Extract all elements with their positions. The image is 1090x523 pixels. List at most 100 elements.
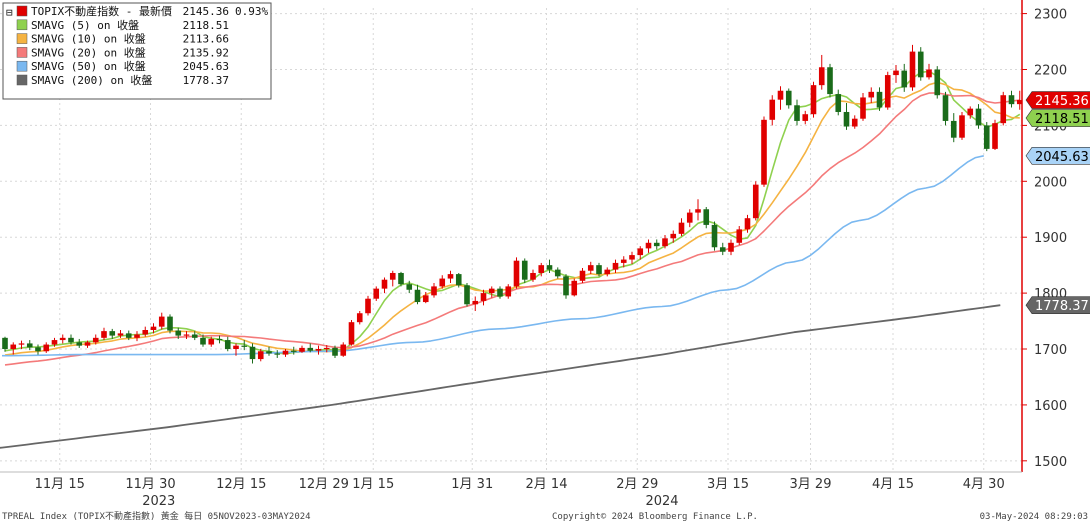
candle-body bbox=[975, 108, 982, 126]
sma-line-10 bbox=[4, 81, 1020, 356]
candle-body bbox=[719, 247, 726, 252]
candle-body bbox=[983, 125, 990, 149]
x-tick-label: 4月 15 bbox=[872, 477, 914, 492]
x-tick-label: 3月 15 bbox=[707, 477, 749, 492]
candle-body bbox=[587, 265, 594, 271]
legend-label: SMAVG (200) on 收盤 bbox=[31, 73, 152, 87]
legend-swatch bbox=[16, 19, 28, 31]
y-tick-label: 1600 bbox=[1034, 399, 1067, 414]
legend-label: SMAVG (5) on 收盤 bbox=[31, 18, 139, 32]
candle-body bbox=[835, 94, 842, 112]
candle-body bbox=[645, 242, 652, 249]
candle-body bbox=[761, 119, 767, 185]
candle-body bbox=[678, 222, 685, 234]
candle-body bbox=[967, 108, 974, 116]
candle-body bbox=[629, 255, 635, 260]
candle-body bbox=[917, 51, 924, 78]
candle-body bbox=[728, 242, 734, 252]
footer-right: 03-May-2024 08:29:03 bbox=[980, 512, 1088, 522]
legend[interactable]: ⊟ TOPIX不動産指数 - 最新價 2145.36 0.93% SMAVG (5) o… bbox=[2, 2, 272, 100]
candle-body bbox=[109, 331, 116, 336]
y-tick-label: 2300 bbox=[1034, 8, 1067, 23]
candle-body bbox=[538, 265, 545, 273]
candle-body bbox=[290, 350, 297, 352]
candle-body bbox=[769, 99, 776, 120]
candle-body bbox=[513, 260, 520, 287]
candle-body bbox=[175, 330, 182, 336]
candle-body bbox=[299, 347, 305, 352]
candle-body bbox=[1016, 100, 1022, 105]
candle-body bbox=[398, 272, 404, 285]
x-tick-label: 3月 29 bbox=[790, 477, 832, 492]
candle-body bbox=[992, 123, 998, 149]
candle-body bbox=[464, 285, 470, 305]
candle-body bbox=[356, 313, 363, 323]
candle-body bbox=[183, 334, 190, 336]
candle-body bbox=[752, 184, 759, 219]
candle-body bbox=[84, 342, 91, 346]
candle-body bbox=[35, 347, 41, 352]
legend-value: 2145.36 bbox=[183, 5, 229, 18]
candle-body bbox=[208, 338, 215, 345]
legend-value: 2045.63 bbox=[183, 60, 229, 73]
candle-body bbox=[422, 295, 429, 303]
y-tick-label: 2200 bbox=[1034, 63, 1067, 78]
candle-body bbox=[785, 90, 792, 106]
candle-body bbox=[653, 242, 660, 247]
candle-body bbox=[10, 344, 17, 350]
candle-body bbox=[554, 269, 561, 277]
collapse-icon[interactable]: ⊟ bbox=[6, 6, 13, 19]
price-tag bbox=[1025, 146, 1090, 165]
x-tick-label: 11月 30 bbox=[125, 477, 175, 492]
candle-body bbox=[934, 69, 941, 96]
price-tag-label: 2145.36 bbox=[1035, 94, 1089, 109]
candle-body bbox=[802, 114, 809, 121]
price-tag-label: 1778.37 bbox=[1035, 299, 1089, 314]
candle-body bbox=[389, 272, 396, 280]
price-tag bbox=[1025, 109, 1090, 127]
legend-label: SMAVG (10) on 收盤 bbox=[31, 32, 146, 46]
candle-body bbox=[744, 218, 751, 230]
candle-body bbox=[274, 353, 281, 355]
x-tick-label: 12月 29 bbox=[299, 477, 349, 492]
candle-body bbox=[455, 274, 462, 286]
candle-body bbox=[736, 229, 743, 243]
candle-body bbox=[480, 293, 487, 301]
candle-body bbox=[620, 259, 627, 263]
x-tick-label: 1月 31 bbox=[451, 477, 493, 492]
candle-body bbox=[794, 105, 800, 121]
price-tag bbox=[1025, 91, 1090, 109]
legend-label: TOPIX不動産指数 - 最新價 bbox=[31, 4, 172, 18]
candle-body bbox=[142, 330, 149, 335]
candle-body bbox=[282, 350, 289, 355]
candle-body bbox=[381, 279, 388, 289]
candle-body bbox=[76, 342, 83, 346]
x-tick-label: 12月 15 bbox=[216, 477, 266, 492]
year-label: 2024 bbox=[645, 494, 678, 509]
candle-body bbox=[488, 288, 495, 294]
legend-value: 2118.51 bbox=[183, 19, 229, 32]
candle-body bbox=[942, 95, 949, 121]
legend-value: 2135.92 bbox=[183, 46, 229, 59]
y-tick-label: 2000 bbox=[1034, 175, 1067, 190]
candle-body bbox=[472, 300, 479, 305]
year-label: 2023 bbox=[142, 494, 175, 509]
candle-body bbox=[266, 351, 272, 354]
candle-body bbox=[818, 67, 825, 86]
candle-body bbox=[893, 70, 899, 76]
candle-body bbox=[571, 280, 578, 296]
legend-value: 1778.37 bbox=[183, 74, 229, 87]
candle-body bbox=[249, 346, 256, 360]
candles bbox=[2, 44, 1022, 364]
candle-body bbox=[101, 331, 107, 338]
candle-body bbox=[637, 248, 644, 256]
moving-average-lines bbox=[0, 70, 1021, 449]
candle-body bbox=[596, 265, 602, 275]
legend-label: SMAVG (50) on 收盤 bbox=[31, 59, 146, 73]
candle-body bbox=[860, 97, 866, 119]
candle-body bbox=[216, 338, 223, 341]
x-tick-label: 2月 14 bbox=[526, 477, 568, 492]
candle-body bbox=[1000, 95, 1007, 124]
price-tags: 2145.36 2118.51 2045.63 1778.37 bbox=[1025, 91, 1090, 314]
